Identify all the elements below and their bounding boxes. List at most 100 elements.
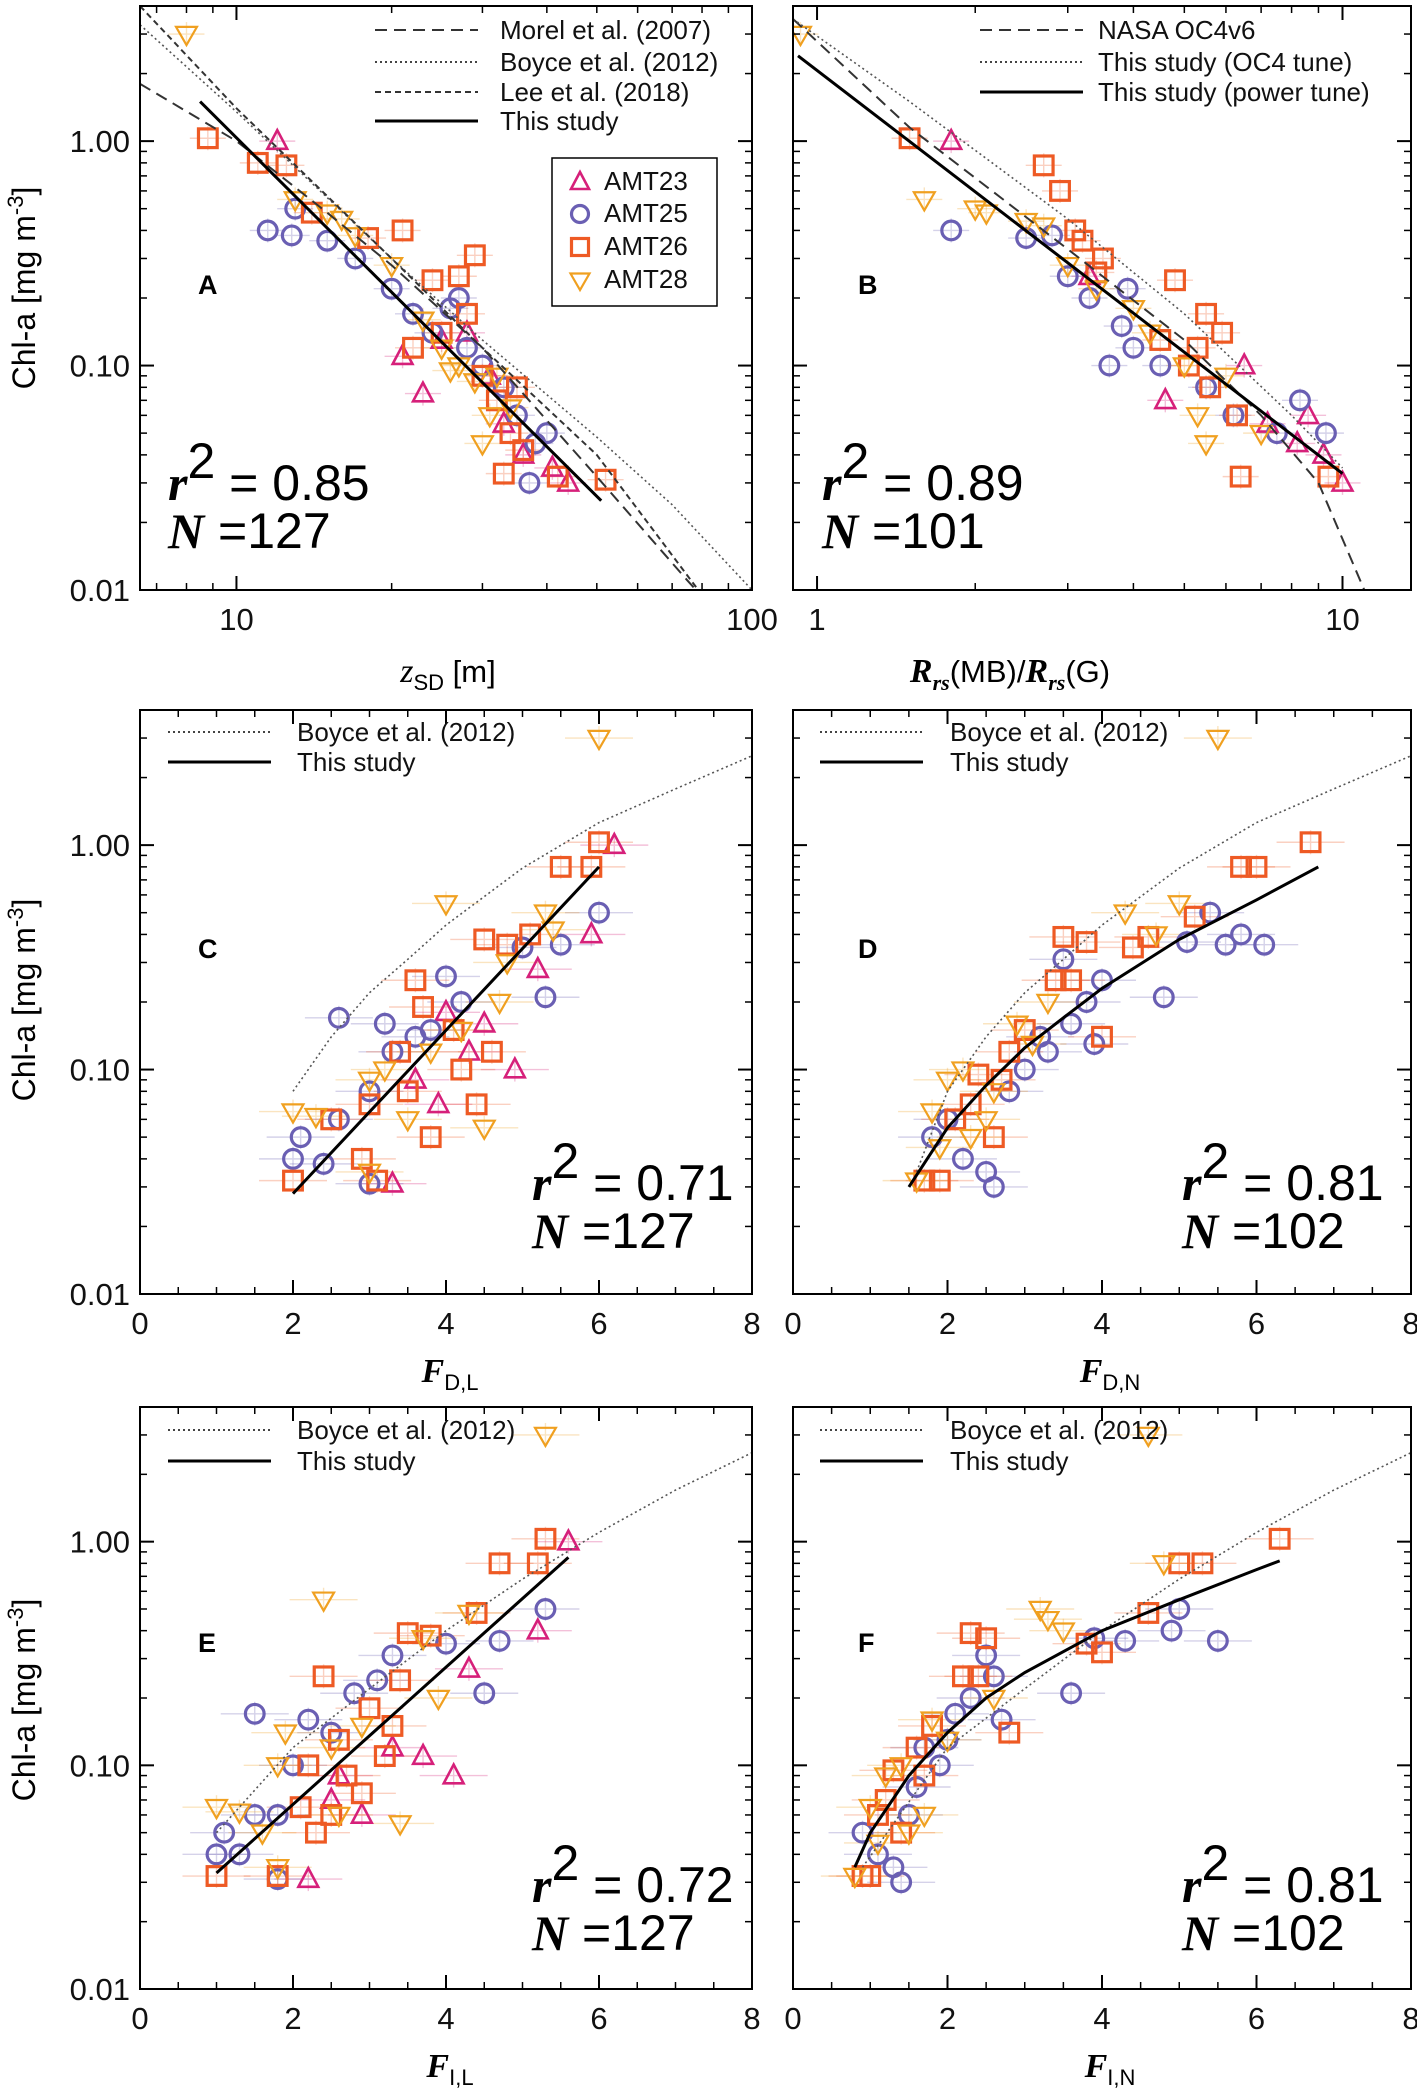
panel-e-point-amt26 [305,1821,327,1844]
panel-c-y-tick-label: 1.00 [70,828,130,863]
legend-label-oc4-tune: This study (OC4 tune) [1098,47,1352,77]
panel-d-point-amt28 [1166,895,1192,917]
marker-legend: AMT23 AMT25 AMT26 AMT28 [551,157,718,307]
panel-c-point-amt25 [419,1019,442,1041]
panel-b-x-axis-label: Rrs(MB)/Rrs(G) [909,653,1110,695]
panel-a-point-amt26 [512,439,535,462]
panel-a-point-amt25 [518,471,541,494]
legend-label-boyce: Boyce et al. (2012) [950,717,1168,747]
panel-e-n-annotation: N =127 [531,1905,695,1961]
panel-e-line-boyce-et-al-2012 [215,1451,752,1834]
panel-d-point-amt25 [1152,986,1175,1009]
panel-e-r2-annotation: r2 = 0.72 [532,1835,734,1913]
svg-text:r2 = 0.71: r2 = 0.71 [532,1133,734,1211]
panel-a-point-amt23 [556,469,581,492]
panel-c-point-amt28 [395,1111,421,1133]
panel-d-point-amt26 [1075,931,1098,953]
panel-b-plot-area [793,18,1366,590]
panel-c-point-amt23 [579,920,604,944]
panel-b-point-amt26 [1317,465,1340,488]
panel-e: 0 2 4 6 80.010.101.00 E Chl-a [mg m-3] FI,L … [3,1406,761,2090]
panel-c-point-amt28 [540,921,566,943]
panel-e-point-amt26 [320,1804,343,1826]
panel-c: 0 2 4 6 80.010.101.00 C Chl-a [mg m-3] FD,L … [3,709,761,1395]
panel-c-x-axis-label: FD,L [421,1353,479,1395]
panel-e-point-amt26 [534,1527,557,1550]
panel-e-point-amt25 [205,1843,228,1866]
panel-e-point-amt26 [335,1764,358,1787]
panel-e-errorbar [511,1422,580,1447]
panel-b-point-amt25 [940,219,963,242]
panel-b-point-amt23 [1153,386,1178,410]
panel-f-axes: 0 2 4 6 8 [784,1407,1417,2036]
panel-e-x-tick-label: 2 [284,2001,301,2036]
panel-c-point-amt23 [426,1090,451,1114]
panel-a-point-amt25 [316,229,339,252]
panel-e-errorbar [289,1587,358,1612]
panel-e-y-axis-label: Chl-a [mg m-3] [3,1599,42,1802]
panel-b-point-amt26 [1229,465,1252,488]
panel-e-point-amt26 [312,1665,335,1688]
panel-c-label: C [198,934,218,964]
panel-f-point-amt26 [921,1714,944,1737]
panel-f-x-axis-label: FI,N [1084,2048,1136,2090]
panel-e-point-amt28 [326,1806,352,1829]
panel-f: 0 2 4 6 8 F FI,N r2 = 0.81 N =102 Boyce et a… [784,1406,1417,2090]
panel-f-point-amt25 [1206,1629,1229,1652]
panel-c-y-axis-label: Chl-a [mg m-3] [3,899,42,1102]
panel-b-point-amt25 [1315,422,1337,445]
panel-d-line-this-study [907,865,1320,1188]
panel-b-point-amt25 [1149,354,1172,377]
panel-f-point-amt26 [998,1721,1021,1744]
panel-f-point-amt25 [944,1702,967,1725]
panel-d-errorbar [1183,726,1252,751]
panel-b-point-amt26 [1226,404,1249,427]
legend-label-boyce: Boyce et al. (2012) [297,1415,515,1445]
panel-a-point-amt26 [246,151,269,174]
panel-e-point-amt28 [265,1859,291,1881]
panel-f-point-amt28 [873,1767,899,1789]
panel-b-point-amt28 [911,191,937,213]
panel-e-errorbar [251,1720,320,1745]
panel-f-point-amt25 [959,1687,982,1709]
marker-legend-amt25-symbol [569,203,591,225]
panel-a-x-tick-label: 100 [726,602,778,637]
panel-e-point-amt26 [373,1745,396,1768]
panel-e-point-amt25 [266,1804,289,1826]
panel-c-point-amt28 [494,954,520,976]
panel-e-line-legend: Boyce et al. (2012) This study [168,1415,515,1476]
panel-e-point-amt23 [326,1761,351,1785]
panel-d-point-amt26 [1230,855,1252,878]
panel-b-point-amt26 [1071,229,1094,252]
panel-a-point-amt26 [505,376,528,399]
panel-e-point-amt26 [358,1697,381,1720]
panel-a-point-amt28 [470,435,495,457]
panel-e-y-tick-label: 0.01 [70,1972,130,2007]
panel-d-point-amt26 [1060,969,1083,992]
panel-a-line-morel-et-al-2007 [140,82,698,590]
panel-c-point-amt25 [435,965,457,988]
panel-b-point-amt26 [1199,376,1222,399]
panel-d-axes: 0 2 4 6 8 [784,710,1417,1341]
panel-b-line-legend: NASA OC4v6 This study (OC4 tune) This st… [980,15,1370,107]
panel-e-point-amt25 [473,1682,496,1705]
panel-c-point-amt23 [403,1066,428,1089]
panel-c-point-amt28 [433,895,459,917]
panel-a-axes: 10 100 0.01 0.10 1.00 [70,6,778,637]
panel-f-x-tick-label: 8 [1402,2001,1417,2036]
panel-c-point-amt28 [533,904,558,926]
panel-f-x-tick-label: 2 [939,2001,956,2036]
panel-a-r2-annotation: r2 = 0.85 [168,433,370,511]
panel-b-point-amt25 [1289,389,1311,412]
panel-e-point-amt28 [425,1689,451,1712]
panel-e-label: E [198,1628,216,1658]
panel-a-label: A [198,270,218,300]
panel-c-x-tick-label: 6 [590,1306,607,1341]
panel-f-point-amt26 [1091,1641,1113,1664]
panel-a-point-amt26 [391,219,414,242]
panel-c-plot-area [259,726,752,1196]
panel-a-point-amt26 [447,265,470,288]
panel-c-point-amt28 [586,729,612,752]
panel-b-errorbar [1188,431,1225,456]
marker-legend-amt25-glyph [569,203,591,225]
